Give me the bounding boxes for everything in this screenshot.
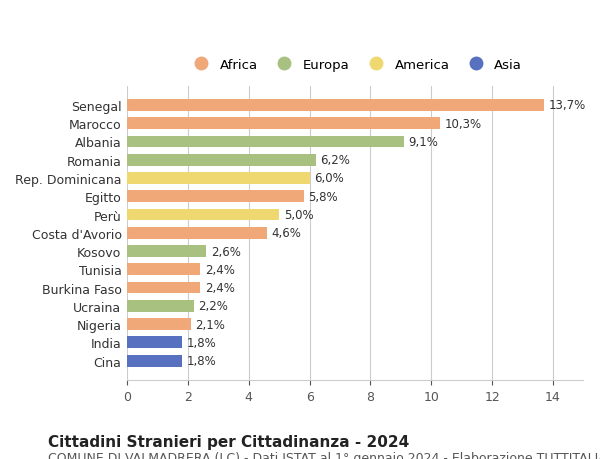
Bar [127,264,200,275]
Bar [127,336,182,348]
Bar [127,155,316,166]
Text: 9,1%: 9,1% [409,136,439,149]
Bar [127,300,194,312]
Text: 13,7%: 13,7% [548,99,586,112]
Bar [127,173,310,185]
Bar [127,227,267,239]
Text: 6,0%: 6,0% [314,172,344,185]
Text: 2,6%: 2,6% [211,245,241,258]
Bar [127,100,544,112]
Bar [127,118,440,130]
Text: 4,6%: 4,6% [272,227,301,240]
Text: 1,8%: 1,8% [187,336,216,349]
Text: 2,4%: 2,4% [205,281,235,294]
Bar [127,209,279,221]
Bar [127,246,206,257]
Text: 5,0%: 5,0% [284,208,313,222]
Text: 2,2%: 2,2% [199,300,229,313]
Bar [127,355,182,367]
Text: 5,8%: 5,8% [308,190,338,203]
Text: Cittadini Stranieri per Cittadinanza - 2024: Cittadini Stranieri per Cittadinanza - 2… [48,434,409,449]
Text: 10,3%: 10,3% [445,118,482,130]
Text: 2,4%: 2,4% [205,263,235,276]
Bar [127,191,304,203]
Legend: Africa, Europa, America, Asia: Africa, Europa, America, Asia [184,55,526,76]
Bar [127,136,404,148]
Text: COMUNE DI VALMADRERA (LC) - Dati ISTAT al 1° gennaio 2024 - Elaborazione TUTTITA: COMUNE DI VALMADRERA (LC) - Dati ISTAT a… [48,451,600,459]
Text: 2,1%: 2,1% [196,318,226,331]
Text: 6,2%: 6,2% [320,154,350,167]
Bar [127,282,200,294]
Text: 1,8%: 1,8% [187,354,216,367]
Bar [127,319,191,330]
